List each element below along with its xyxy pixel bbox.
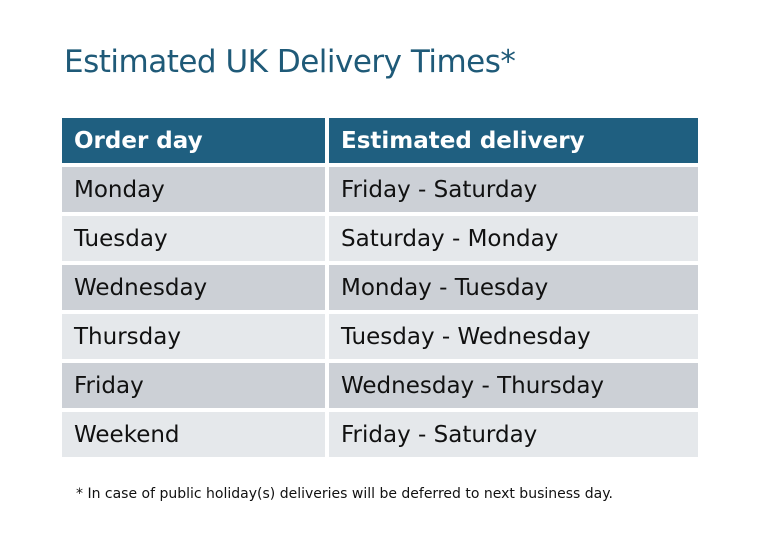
footnote: * In case of public holiday(s) deliverie… (76, 486, 613, 502)
delivery-cell: Wednesday - Thursday (329, 363, 698, 408)
order-day-cell: Tuesday (62, 216, 325, 261)
delivery-cell: Saturday - Monday (329, 216, 698, 261)
table-row: Monday Friday - Saturday (62, 167, 698, 212)
table-header-row: Order day Estimated delivery (62, 118, 698, 163)
page-title: Estimated UK Delivery Times* (64, 44, 516, 80)
order-day-cell: Thursday (62, 314, 325, 359)
header-order-day: Order day (62, 118, 325, 163)
table-row: Tuesday Saturday - Monday (62, 216, 698, 261)
delivery-cell: Tuesday - Wednesday (329, 314, 698, 359)
order-day-cell: Wednesday (62, 265, 325, 310)
table-row: Weekend Friday - Saturday (62, 412, 698, 457)
delivery-cell: Friday - Saturday (329, 167, 698, 212)
table-row: Friday Wednesday - Thursday (62, 363, 698, 408)
table-row: Wednesday Monday - Tuesday (62, 265, 698, 310)
order-day-cell: Monday (62, 167, 325, 212)
header-estimated-delivery: Estimated delivery (329, 118, 698, 163)
delivery-table: Order day Estimated delivery Monday Frida… (58, 114, 702, 461)
order-day-cell: Friday (62, 363, 325, 408)
delivery-cell: Friday - Saturday (329, 412, 698, 457)
delivery-cell: Monday - Tuesday (329, 265, 698, 310)
table-row: Thursday Tuesday - Wednesday (62, 314, 698, 359)
order-day-cell: Weekend (62, 412, 325, 457)
